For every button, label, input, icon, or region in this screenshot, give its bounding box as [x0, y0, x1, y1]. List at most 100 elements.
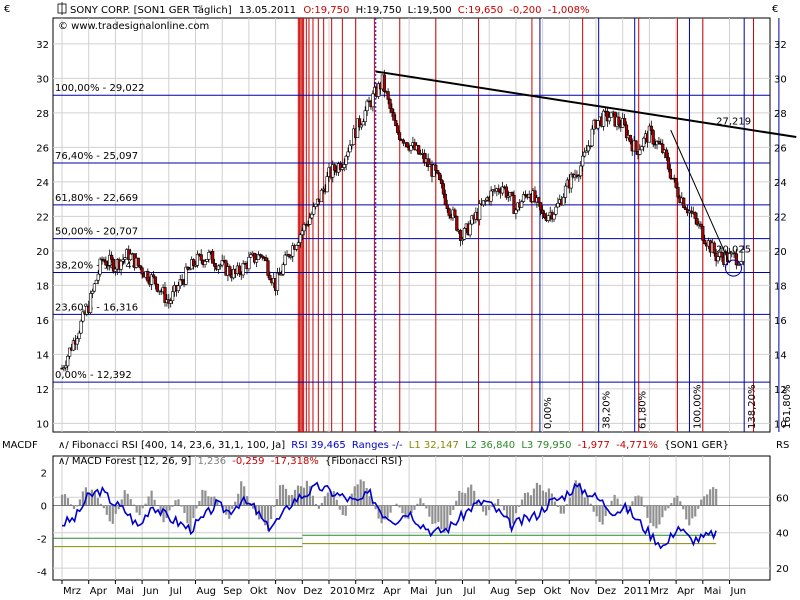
y-tick-label-right: 26	[774, 143, 787, 154]
candle-body	[333, 164, 337, 171]
macd-change-pct: -17,318%	[271, 456, 319, 467]
candle-body	[666, 157, 671, 170]
candle-body	[319, 189, 323, 203]
macdf-label: MACDF	[2, 440, 38, 451]
y-tick-label-left: 32	[36, 40, 49, 51]
candle-body	[331, 164, 335, 178]
candle-body	[607, 117, 611, 122]
macd-source: {Fibonacci RSI}	[325, 456, 404, 467]
candle-body	[356, 118, 360, 138]
candle-body	[579, 165, 583, 177]
candle-body	[386, 91, 390, 100]
candle-body	[340, 167, 344, 170]
candle-body	[497, 188, 501, 192]
candle-body	[94, 279, 98, 285]
candle-body	[188, 268, 192, 271]
candle-body	[275, 272, 280, 291]
candle-body	[483, 200, 487, 202]
x-tick-label: Jun	[436, 586, 453, 597]
price-plot-area	[52, 17, 771, 433]
candle-body	[64, 365, 68, 369]
candle-body	[661, 143, 665, 153]
candle-body	[405, 142, 409, 148]
candle-body	[306, 224, 310, 226]
candle-body	[129, 253, 133, 260]
candle-body	[443, 193, 447, 205]
candle-body	[588, 145, 592, 148]
fib-level-label: 61,80% - 22,669	[55, 193, 138, 204]
candle-body	[388, 99, 392, 109]
candle-body	[171, 291, 175, 302]
candle-body	[371, 93, 375, 108]
candle-body	[701, 226, 705, 241]
rsi-tick-label: 20	[776, 564, 789, 575]
candle-body	[436, 170, 440, 174]
candle-body	[590, 128, 594, 147]
candle-body	[699, 223, 703, 227]
candle-body	[338, 163, 343, 170]
candle-body	[89, 293, 93, 313]
candle-body	[277, 272, 282, 276]
x-tick-label: Aug	[490, 586, 510, 597]
candle-body	[184, 266, 188, 285]
candle-body	[716, 256, 720, 262]
y-tick-label-right: 28	[774, 109, 787, 120]
candle-body	[254, 259, 259, 263]
macd-name: MACD Forest [12, 26, 9]	[72, 456, 191, 467]
header-date: 13.05.2011	[239, 5, 296, 16]
candle-body	[546, 215, 550, 221]
y-tick-label-left: 16	[36, 316, 49, 327]
candle-body	[102, 259, 106, 262]
indicator-plot-area	[52, 455, 771, 581]
candle-body	[689, 210, 693, 214]
x-tick-label: Mai	[704, 586, 722, 597]
candle-body	[596, 120, 600, 129]
candle-body	[136, 257, 140, 266]
y-tick-label-left: 20	[36, 247, 49, 258]
candle-body	[737, 264, 741, 266]
candle-body	[582, 151, 587, 157]
candle-body	[734, 253, 738, 266]
candle-body	[552, 214, 556, 220]
candle-body	[638, 149, 642, 155]
time-fib-label: 161,80%	[782, 385, 793, 430]
candle-body	[123, 257, 127, 260]
fib-level-label: 50,00% - 20,707	[55, 227, 138, 238]
candle-body	[357, 118, 362, 128]
candle-body	[96, 273, 100, 281]
x-tick-label: 2010	[330, 586, 355, 597]
y-tick-label-left: 22	[36, 212, 49, 223]
l2-value: L2 36,840	[465, 440, 515, 451]
y-tick-label-right: 14	[774, 350, 787, 361]
currency-label-right: €	[772, 4, 778, 15]
candle-body	[556, 203, 560, 208]
candle-body	[155, 283, 159, 292]
macd-change: -0,259	[232, 456, 264, 467]
candle-body	[283, 254, 287, 265]
rsi-source: {SON1 GER}	[664, 440, 729, 451]
candle-body	[279, 273, 283, 276]
fib-rsi-header: ∧/ Fibonacci RSI [400, 14, 23,6, 31,1, 1…	[58, 440, 729, 451]
candle-body	[281, 264, 285, 275]
candle-body	[422, 152, 426, 163]
rsi-value: RSI 39,465	[291, 440, 345, 451]
candle-body	[720, 251, 724, 258]
target-circle	[725, 259, 743, 277]
y-tick-label-left: 30	[36, 74, 49, 85]
candle-body	[447, 208, 451, 216]
candle-body	[146, 271, 150, 282]
candle-body	[455, 215, 459, 231]
candle-body	[342, 164, 346, 168]
x-tick-label: Mrz	[357, 586, 375, 597]
candle-body	[624, 124, 629, 139]
x-tick-label: Jul	[463, 586, 476, 597]
candle-body	[98, 258, 102, 275]
candle-body	[642, 137, 646, 147]
candle-body	[668, 168, 672, 179]
x-tick-label: 2011	[624, 586, 649, 597]
candle-body	[291, 245, 295, 257]
fib-level-label: 0,00% - 12,392	[55, 370, 132, 381]
header-change: -0,200	[509, 5, 541, 16]
candle-body	[199, 254, 203, 261]
